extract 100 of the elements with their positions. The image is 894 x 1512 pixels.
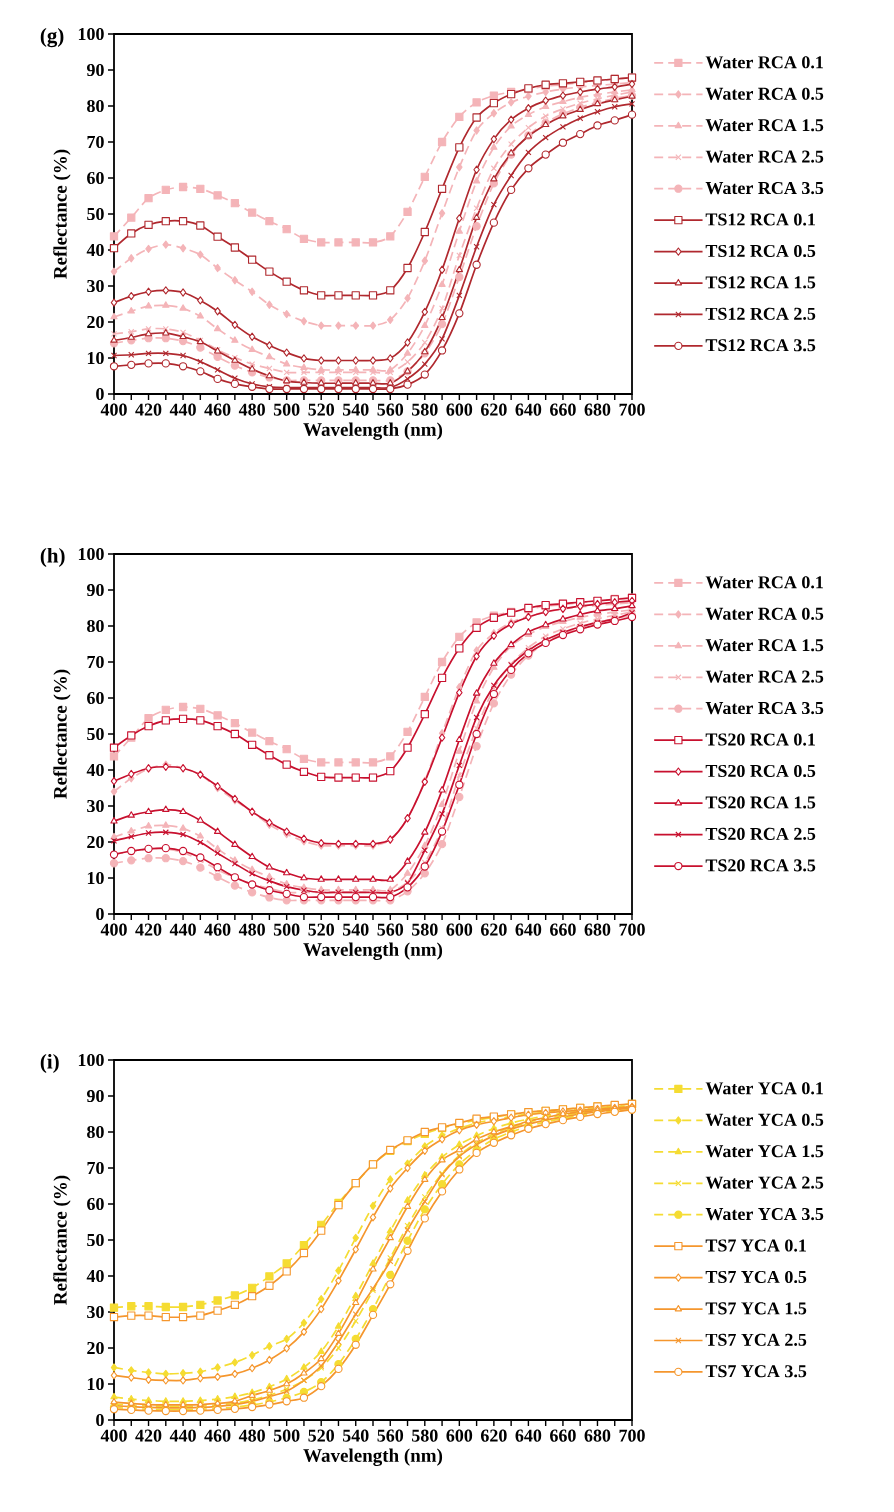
y-tick-label: 20 [87,835,104,849]
y-tick-label: 0 [96,907,104,921]
y-tick-label: 40 [86,1269,104,1283]
x-tick-label: 700 [619,1429,645,1442]
x-tick-label: 480 [238,923,265,936]
y-tick-label: 40 [86,763,104,777]
y-tick-label: 100 [78,547,104,561]
legend-label: TS20 RCA 3.5 [705,859,816,872]
x-tick-label: 640 [515,403,542,416]
x-tick-label: 540 [342,403,369,416]
y-tick-label: 100 [78,1053,104,1067]
x-tick-label: 640 [515,1429,542,1442]
legend-label: Water RCA 0.5 [705,87,824,100]
x-tick-label: 420 [135,923,162,936]
x-tick-label: 560 [377,1429,404,1442]
x-tick-label: 580 [412,1429,438,1442]
y-tick-label: 80 [87,1125,104,1139]
y-tick-label: 30 [87,799,104,813]
y-axis-title: Reflectance (%) [53,669,71,799]
x-tick-label: 420 [135,1429,162,1442]
x-tick-label: 680 [584,403,611,416]
x-tick-label: 500 [273,1429,300,1442]
legend-label: TS12 RCA 3.5 [705,339,816,352]
x-tick-label: 480 [238,403,265,416]
x-tick-label: 560 [377,923,404,936]
y-tick-label: 0 [96,387,104,401]
x-axis-title: Wavelength (nm) [303,1448,443,1466]
x-tick-label: 560 [377,403,404,416]
x-tick-label: 540 [342,1429,369,1442]
x-tick-label: 420 [135,403,162,416]
legend-label: TS7 YCA 0.5 [705,1270,807,1284]
y-axis-title: Reflectance (%) [53,1175,71,1305]
legend-label: TS7 YCA 3.5 [705,1365,807,1378]
x-tick-label: 600 [446,1429,473,1442]
x-tick-label: 660 [550,1429,576,1442]
y-tick-label: 10 [87,871,104,885]
x-tick-label: 640 [515,923,542,936]
y-tick-label: 100 [78,27,104,41]
y-tick-label: 0 [96,1413,104,1427]
y-tick-label: 30 [87,1305,104,1319]
y-tick-label: 20 [87,1341,104,1355]
legend-label: TS7 YCA 2.5 [705,1333,807,1346]
x-tick-label: 440 [169,1429,196,1442]
x-axis-title: Wavelength (nm) [303,942,443,960]
x-tick-label: 620 [480,403,507,416]
legend-label: Water RCA 1.5 [705,119,824,132]
y-tick-label: 50 [87,1233,104,1247]
legend-label: TS20 RCA 0.1 [705,733,815,746]
x-tick-label: 580 [412,403,438,416]
x-tick-label: 660 [550,403,576,416]
y-tick-label: 90 [86,583,104,597]
y-tick-label: 90 [86,1089,104,1103]
y-tick-label: 60 [87,1197,104,1211]
y-tick-label: 10 [87,351,104,365]
y-tick-label: 60 [87,171,104,185]
legend-label: TS7 YCA 1.5 [705,1302,807,1315]
chart-title: (i) [40,1053,59,1073]
x-tick-label: 460 [204,1429,231,1442]
legend-label: TS20 RCA 1.5 [705,796,816,809]
y-tick-label: 40 [86,243,104,257]
legend-label: Water RCA 0.1 [705,56,823,69]
y-tick-label: 70 [87,1161,104,1175]
legend-label: TS7 YCA 0.1 [705,1239,806,1252]
chart-title: (h) [40,547,65,567]
legend-label: Water RCA 1.5 [705,639,824,652]
x-tick-label: 460 [204,923,231,936]
x-axis-title: Wavelength (nm) [303,422,443,440]
x-tick-label: 540 [342,923,369,936]
x-tick-label: 500 [273,923,300,936]
x-tick-label: 600 [446,923,473,936]
legend-label: Water YCA 2.5 [705,1176,824,1189]
x-tick-label: 520 [308,403,335,416]
x-tick-label: 520 [308,1429,335,1442]
y-tick-label: 30 [87,279,104,293]
legend-label: Water RCA 3.5 [705,701,824,715]
x-tick-label: 400 [100,1429,127,1442]
x-tick-label: 480 [238,1429,265,1442]
legend-label: TS12 RCA 0.1 [705,213,815,226]
legend-label: Water RCA 0.1 [705,576,823,589]
legend-label: Water YCA 0.1 [705,1082,823,1095]
y-tick-label: 50 [87,727,104,741]
legend-label: TS12 RCA 2.5 [705,307,816,320]
y-axis-title: Reflectance (%) [53,149,71,279]
legend-label: TS12 RCA 1.5 [705,276,816,289]
x-tick-label: 500 [273,403,300,416]
x-tick-label: 520 [308,923,335,936]
x-tick-label: 460 [204,403,231,416]
legend-label: Water RCA 0.5 [705,607,824,620]
x-tick-label: 400 [100,923,127,936]
x-tick-label: 400 [100,403,127,416]
x-tick-label: 680 [584,1429,611,1442]
y-tick-label: 20 [87,315,104,329]
x-tick-label: 660 [550,923,576,936]
x-tick-label: 620 [480,1429,507,1442]
x-tick-label: 580 [412,923,438,936]
y-tick-label: 80 [87,99,104,113]
legend-label: Water YCA 3.5 [705,1207,824,1221]
legend-label: TS20 RCA 2.5 [705,827,816,841]
legend-label: TS12 RCA 0.5 [705,244,816,258]
x-tick-label: 700 [619,923,645,936]
